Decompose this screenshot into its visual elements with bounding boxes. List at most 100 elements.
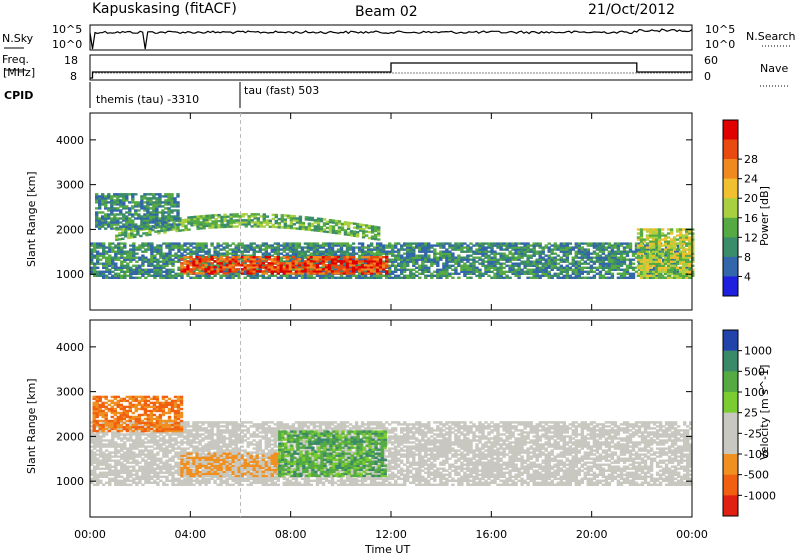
heatmap-cell: [313, 251, 316, 253]
heatmap-cell: [108, 445, 111, 447]
heatmap-cell: [451, 244, 454, 246]
heatmap-cell: [287, 225, 290, 227]
heatmap-cell: [338, 220, 341, 222]
heatmap-cell: [469, 246, 472, 248]
heatmap-cell: [640, 257, 643, 259]
heatmap-cell: [319, 256, 322, 258]
heatmap-cell: [274, 251, 277, 253]
heatmap-cell: [551, 265, 554, 267]
heatmap-cell: [135, 265, 138, 267]
heatmap-cell: [367, 277, 370, 279]
heatmap-cell: [614, 265, 617, 267]
heatmap-cell: [129, 445, 132, 447]
heatmap-cell: [262, 258, 265, 260]
heatmap-cell: [120, 453, 123, 455]
heatmap-cell: [162, 242, 165, 244]
heatmap-cell: [652, 251, 655, 253]
heatmap-cell: [244, 277, 247, 279]
heatmap-cell: [232, 242, 235, 244]
heatmap-cell: [117, 445, 120, 447]
heatmap-cell: [655, 238, 658, 240]
heatmap-cell: [105, 445, 108, 447]
heatmap-cell: [496, 253, 499, 255]
heatmap-cell: [530, 244, 533, 246]
heatmap-cell: [290, 215, 293, 217]
heatmap-cell: [120, 443, 123, 445]
heatmap-cell: [253, 256, 256, 258]
heatmap-cell: [213, 256, 216, 258]
heatmap-cell: [173, 215, 176, 217]
heatmap-cell: [623, 246, 626, 248]
heatmap-cell: [143, 201, 146, 203]
heatmap-cell: [159, 251, 162, 253]
heatmap-cell: [229, 248, 232, 250]
heatmap-cell: [427, 255, 430, 257]
heatmap-cell: [394, 255, 397, 257]
heatmap-cell: [326, 221, 329, 223]
heatmap-cell: [457, 242, 460, 244]
heatmap-cell: [361, 260, 364, 262]
heatmap-cell: [162, 265, 165, 267]
heatmap-cell: [436, 269, 439, 271]
heatmap-cell: [189, 262, 192, 264]
heatmap-cell: [554, 253, 557, 255]
heatmap-cell: [177, 251, 180, 253]
colorbar-swatch: [723, 179, 738, 199]
heatmap-cell: [156, 458, 159, 460]
heatmap-cell: [584, 277, 587, 279]
heatmap-cell: [685, 269, 688, 271]
heatmap-cell: [539, 275, 542, 277]
heatmap-cell: [131, 205, 134, 207]
heatmap-cell: [292, 242, 295, 244]
heatmap-cell: [427, 275, 430, 277]
heatmap-cell: [232, 258, 235, 260]
heatmap-cell: [253, 246, 256, 248]
heatmap-cell: [129, 472, 132, 474]
heatmap-cell: [317, 218, 320, 220]
heatmap-cell: [216, 270, 219, 272]
heatmap-cell: [216, 258, 219, 260]
heatmap-cell: [98, 195, 101, 197]
heatmap-cell: [560, 277, 563, 279]
heatmap-cell: [193, 216, 196, 218]
heatmap-cell: [204, 268, 207, 270]
heatmap-cell: [184, 225, 187, 227]
heatmap-cell: [196, 220, 199, 222]
heatmap-cell: [135, 246, 138, 248]
heatmap-cell: [281, 216, 284, 218]
heatmap-cell: [123, 433, 126, 435]
heatmap-cell: [526, 255, 529, 257]
heatmap-cell: [626, 251, 629, 253]
heatmap-cell: [117, 449, 120, 451]
heatmap-cell: [265, 251, 268, 253]
heatmap-cell: [135, 261, 138, 263]
heatmap-cell: [629, 273, 632, 275]
heatmap-cell: [385, 256, 388, 258]
heatmap-cell: [514, 269, 517, 271]
heatmap-cell: [373, 253, 376, 255]
heatmap-cell: [168, 251, 171, 253]
nsky-series-line: [90, 29, 692, 49]
heatmap-cell: [599, 271, 602, 273]
heatmap-cell: [141, 472, 144, 474]
heatmap-cell: [632, 251, 635, 253]
heatmap-cell: [664, 238, 667, 240]
heatmap-cell: [533, 269, 536, 271]
heatmap-cell: [319, 270, 322, 272]
heatmap-cell: [180, 262, 183, 264]
heatmap-cell: [632, 263, 635, 265]
heatmap-cell: [214, 218, 217, 220]
heatmap-cell: [105, 251, 108, 253]
heatmap-cell: [278, 222, 281, 224]
heatmap-cell: [159, 265, 162, 267]
heatmap-cell: [365, 226, 368, 228]
heatmap-cell: [96, 453, 99, 455]
heatmap-cell: [460, 257, 463, 259]
heatmap-cell: [232, 256, 235, 258]
heatmap-cell: [371, 225, 374, 227]
heatmap-cell: [152, 201, 155, 203]
heatmap-cell: [350, 222, 353, 224]
heatmap-cell: [123, 464, 126, 466]
heatmap-cell: [365, 230, 368, 232]
heatmap-cell: [664, 248, 667, 250]
